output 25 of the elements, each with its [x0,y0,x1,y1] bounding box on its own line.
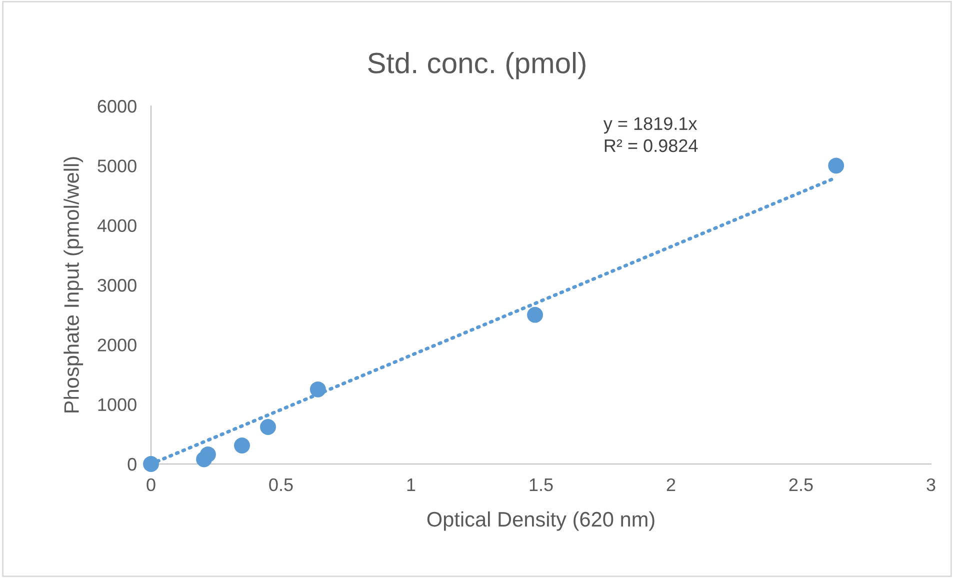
x-tick-label: 3 [926,478,936,492]
x-tick-label: 0 [146,478,156,492]
y-tick-label: 4000 [97,219,136,232]
y-axis-title: Phosphate Input (pmol/well) [64,157,84,412]
x-axis-title: Optical Density (620 nm) [427,511,654,531]
y-tick-label: 1000 [98,398,136,412]
y-tick-label: 0 [128,458,136,471]
point [828,158,844,174]
x-tick-label: 1.5 [530,478,553,492]
point [234,438,250,454]
x-tick-label: 1 [407,478,416,491]
point [310,381,326,398]
chart-title: Std. conc. (pmol) [368,52,586,80]
point [143,456,159,472]
annotation: y = 1819.1x R² = 0.9824 [603,117,698,152]
point [260,419,276,435]
x-tick-label: 0.5 [269,478,293,492]
y-tick-label: 5000 [98,160,136,172]
x-tick-label: 2.5 [789,478,813,492]
y-tick-label: 2000 [98,338,136,352]
point [200,446,216,462]
point [527,306,543,323]
y-tick-label: 6000 [98,100,136,113]
y-tick-label: 3000 [98,278,136,292]
x-tick-label: 2 [666,478,676,491]
